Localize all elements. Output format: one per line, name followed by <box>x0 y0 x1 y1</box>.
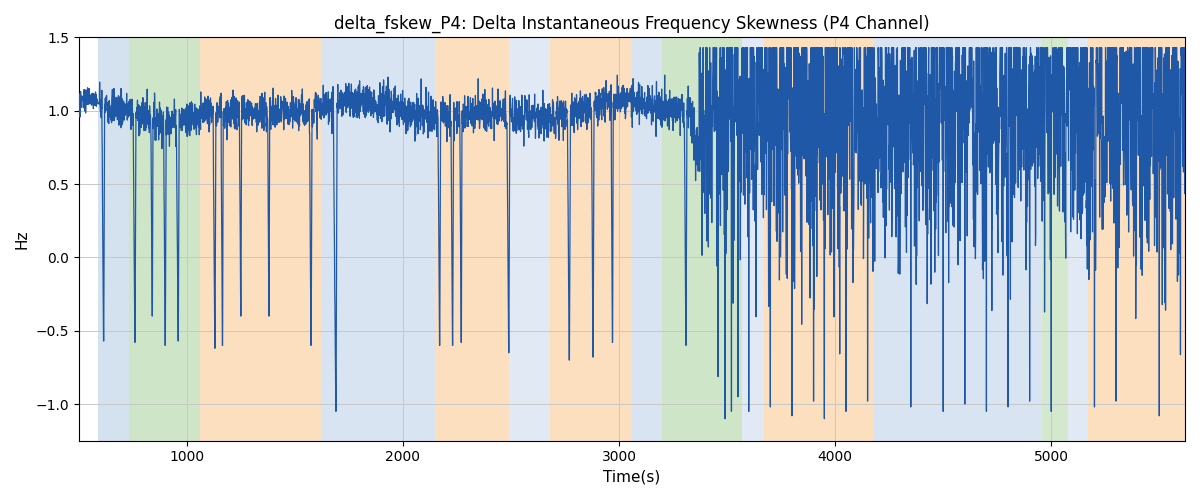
Bar <box>662 38 742 440</box>
Title: delta_fskew_P4: Delta Instantaneous Frequency Skewness (P4 Channel): delta_fskew_P4: Delta Instantaneous Freq… <box>334 15 930 34</box>
Bar <box>509 38 550 440</box>
Bar <box>200 38 320 440</box>
Bar <box>320 38 436 440</box>
Bar <box>1043 38 1068 440</box>
Bar <box>98 38 128 440</box>
X-axis label: Time(s): Time(s) <box>604 470 660 485</box>
Bar <box>128 38 200 440</box>
Bar <box>763 38 874 440</box>
Bar <box>874 38 1043 440</box>
Bar <box>742 38 763 440</box>
Bar <box>1068 38 1087 440</box>
Bar <box>632 38 662 440</box>
Bar <box>436 38 509 440</box>
Bar <box>1087 38 1186 440</box>
Y-axis label: Hz: Hz <box>14 230 30 249</box>
Bar <box>550 38 632 440</box>
